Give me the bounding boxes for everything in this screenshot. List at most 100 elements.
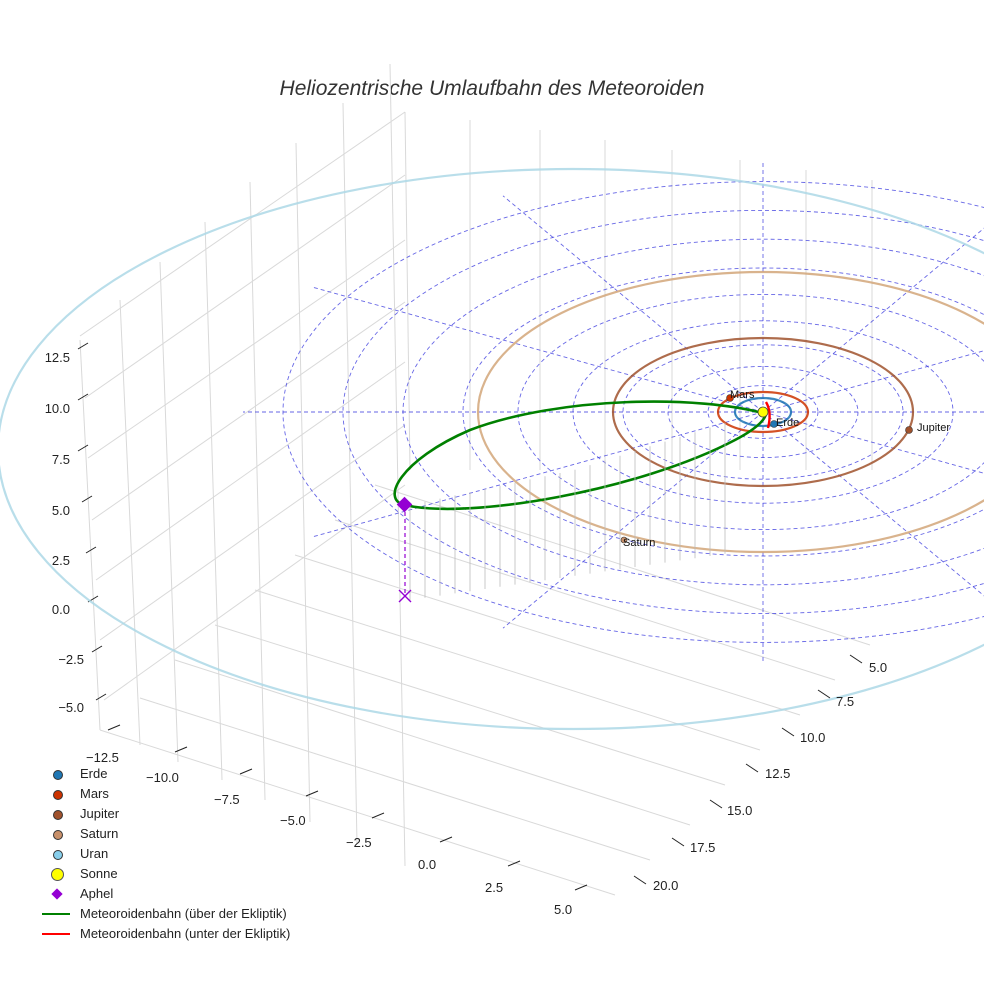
grid-line	[249, 181, 266, 801]
legend-marker	[53, 850, 63, 860]
orbit-erde	[733, 396, 793, 428]
legend-marker	[42, 933, 70, 935]
planet-marker-mars	[726, 394, 734, 402]
legend-marker	[51, 888, 63, 900]
x-tick-mark	[107, 724, 121, 731]
grid-line	[99, 729, 616, 896]
z-tick-label: −2.5	[58, 652, 84, 667]
planet-label-mars: Mars	[730, 389, 755, 401]
grid-line	[254, 589, 761, 751]
ecliptic-spoke	[762, 411, 984, 474]
grid-line	[95, 361, 406, 581]
y-tick-mark	[745, 763, 759, 773]
planet-label-jupiter: Jupiter	[917, 422, 950, 434]
z-tick-label: 7.5	[52, 452, 70, 467]
ecliptic-ring	[707, 385, 819, 439]
legend: Erde Mars Jupiter Saturn Uran Sonne Aphe…	[40, 764, 290, 944]
y-tick-label: 10.0	[800, 730, 825, 745]
grid-line	[139, 697, 651, 861]
y-tick-label: 5.0	[869, 660, 887, 675]
planet-label-saturn: Saturn	[623, 537, 655, 549]
ecliptic-spoke	[762, 350, 984, 413]
x-tick-mark	[574, 884, 588, 891]
x-axis-ticks: −12.5 −10.0 −7.5 −5.0 −2.5 0.0 2.5 5.0	[86, 750, 572, 917]
z-tick-mark	[77, 393, 89, 401]
x-tick-label: −10.0	[146, 770, 179, 785]
grid-line	[389, 63, 406, 867]
meteoroid-orbit-below	[764, 401, 771, 429]
planet-marker-saturn	[620, 536, 628, 544]
x-tick-label: 5.0	[554, 902, 572, 917]
legend-item-below: Meteoroidenbahn (unter der Ekliptik)	[40, 924, 290, 944]
grid-line	[214, 624, 726, 786]
legend-item-saturn: Saturn	[40, 824, 290, 844]
z-tick-label: −5.0	[58, 700, 84, 715]
y-tick-label: 12.5	[765, 766, 790, 781]
grid-line	[84, 174, 406, 399]
z-tick-mark	[77, 444, 89, 452]
planet-orbits	[0, 167, 984, 731]
z-tick-mark	[95, 693, 107, 701]
grid-line	[374, 484, 871, 646]
y-tick-mark	[671, 837, 685, 847]
legend-marker	[53, 790, 63, 800]
x-tick-mark	[239, 768, 253, 775]
grid-line	[87, 239, 406, 459]
sun-marker	[757, 406, 769, 418]
legend-item-mars: Mars	[40, 784, 290, 804]
legend-item-uran: Uran	[40, 844, 290, 864]
legend-label: Aphel	[80, 886, 114, 901]
legend-item-above: Meteoroidenbahn (über der Ekliptik)	[40, 904, 290, 924]
grid-line	[295, 142, 311, 823]
x-tick-mark	[174, 746, 188, 753]
x-tick-label: −7.5	[214, 792, 240, 807]
x-tick-mark	[507, 860, 521, 867]
x-tick-label: 0.0	[418, 857, 436, 872]
legend-item-sonne: Sonne	[40, 864, 290, 884]
legend-marker	[53, 770, 63, 780]
grid-line	[342, 102, 358, 845]
y-tick-label: 17.5	[690, 840, 715, 855]
ecliptic-spoke	[312, 286, 764, 413]
legend-marker	[53, 810, 63, 820]
grid-line	[159, 261, 179, 763]
chart-title: Heliozentrische Umlaufbahn des Meteoroid…	[280, 77, 705, 100]
z-tick-mark	[85, 546, 97, 554]
x-tick-label: −2.5	[346, 835, 372, 850]
ecliptic-spoke	[502, 195, 764, 413]
y-tick-label: 20.0	[653, 878, 678, 893]
z-tick-label: 10.0	[45, 401, 70, 416]
grid-line	[91, 301, 406, 521]
z-tick-mark	[77, 342, 89, 350]
z-tick-label: 5.0	[52, 503, 70, 518]
legend-label: Sonne	[80, 866, 118, 881]
z-tick-label: 12.5	[45, 350, 70, 365]
planet-marker-jupiter	[905, 426, 913, 434]
grid-line	[79, 339, 101, 731]
legend-marker	[53, 830, 63, 840]
y-tick-mark	[817, 689, 831, 699]
grid-line	[103, 484, 406, 701]
z-tick-label: 0.0	[52, 602, 70, 617]
legend-label: Mars	[80, 786, 109, 801]
x-tick-mark	[371, 812, 385, 819]
legend-label: Meteoroidenbahn (unter der Ekliptik)	[80, 926, 291, 941]
y-tick-label: 15.0	[727, 803, 752, 818]
y-tick-mark	[633, 875, 647, 885]
orbit-mars	[716, 390, 810, 434]
x-tick-mark	[439, 836, 453, 843]
legend-label: Meteoroidenbahn (über der Ekliptik)	[80, 906, 287, 921]
x-tick-label: −5.0	[280, 813, 306, 828]
grid-line	[334, 519, 836, 681]
grid-line	[294, 554, 801, 716]
legend-label: Uran	[80, 846, 109, 861]
x-tick-label: 2.5	[485, 880, 503, 895]
x-tick-label: −12.5	[86, 750, 119, 765]
legend-label: Saturn	[80, 826, 119, 841]
z-tick-mark	[81, 495, 93, 503]
planet-label-erde: Erde	[776, 417, 799, 429]
z-tick-label: 2.5	[52, 553, 70, 568]
aphel-projection-marker	[398, 589, 412, 603]
legend-item-jupiter: Jupiter	[40, 804, 290, 824]
